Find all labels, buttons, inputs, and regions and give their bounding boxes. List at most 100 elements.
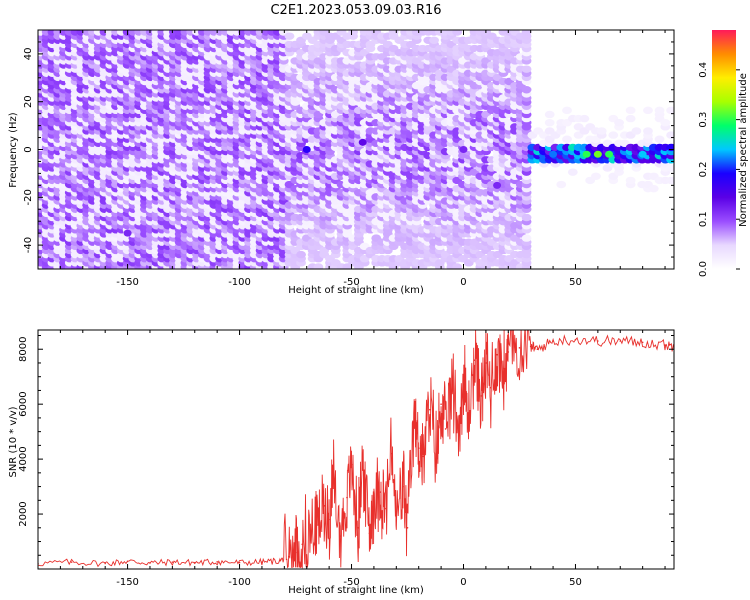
heatmap-cell [596,127,607,135]
snr-point [149,562,151,564]
snr-frame [37,329,675,570]
heatmap-cell [591,172,601,180]
heatmap-point [593,150,602,158]
y-tick-label: 40 [23,48,34,61]
snr-point [350,463,353,466]
heatmap-cell [654,135,665,143]
snr-point [664,344,666,346]
heatmap-cell [625,114,636,123]
spectrogram-x-axis-label: Height of straight line (km) [288,285,424,296]
heatmap-cell [296,250,306,259]
heatmap-cell [608,131,619,139]
snr-point [373,496,375,499]
snr-point [288,555,290,558]
snr-point [536,348,539,351]
heatmap-cell [614,119,624,127]
heatmap-point [358,138,367,146]
snr-point [489,386,492,389]
snr-line [38,330,674,569]
snr-point [402,485,404,488]
heatmap-cell [284,32,295,40]
snr-point [552,340,554,342]
snr-point [496,353,498,356]
y-tick-label: 0 [23,146,34,152]
snr-point [104,562,106,565]
snr-point [379,491,382,493]
colorbar-label: Normalized spectral amplitude [738,73,749,227]
snr-point [406,526,409,529]
snr-point [480,395,483,397]
colorbar-tick-label: 0.4 [698,62,709,78]
x-tick-label: -100 [228,277,251,288]
snr-point [339,535,342,537]
snr-point [473,359,476,362]
x-tick-label: -150 [116,577,139,588]
snr-point [346,496,348,499]
heatmap-point [459,146,468,153]
heatmap-point [582,150,591,158]
snr-point [507,351,510,353]
heatmap-cell [625,106,636,115]
heatmap-point [605,150,614,158]
x-tick-label: 0 [460,577,466,588]
heatmap-cell [521,213,532,222]
heatmap-cell [544,110,555,119]
snr-point [429,408,431,411]
x-tick-label: -150 [116,277,139,288]
snr-point [70,561,73,563]
colorbar-tick-label: 0.3 [698,112,709,128]
heatmap-cell [313,263,324,269]
snr-point [444,428,447,430]
heatmap-cell [648,184,659,193]
snr-point [467,417,469,419]
heatmap-cell [567,168,578,176]
heatmap-cell [521,234,532,242]
heatmap-cell [660,119,671,127]
figure-title: C2E1.2023.053.09.03.R16 [270,3,441,18]
colorbar-tick-label: 0.1 [698,211,709,227]
heatmap-point [638,150,647,158]
heatmap-cell [452,30,463,36]
heatmap-cell [429,36,439,45]
heatmap-cell [521,65,532,73]
heatmap-cell [348,30,359,36]
snr-point [279,559,281,562]
x-tick-label: 50 [569,277,582,288]
snr-point [485,362,487,364]
snr-point [422,455,424,458]
snr-point [332,480,335,482]
snr-point [574,338,577,341]
heatmap-cell [654,106,665,115]
snr-point [261,561,263,563]
heatmap-cell [666,164,674,172]
heatmap-cell [579,114,590,123]
heatmap-cell [562,135,572,143]
snr-point [641,341,644,344]
snr-point [462,375,465,378]
snr-point [357,526,360,529]
snr-series [38,330,674,569]
snr-point [395,518,398,521]
colorbar: 0.00.10.20.30.4 Normalized spectral ampl… [698,30,749,277]
colorbar-gradient [712,30,736,269]
heatmap-point [493,181,502,189]
heatmap-cell [666,176,674,185]
snr-point [435,452,438,455]
heatmap-cell [625,176,636,185]
heatmap-cell [666,106,674,115]
snr-point [310,532,313,535]
snr-point [451,384,454,386]
heatmap-cell [521,86,532,94]
snr-point [238,561,241,564]
y-tick-label: 20 [23,95,34,108]
snr-point [413,417,416,419]
snr-point [503,367,505,370]
snr-point [619,340,622,342]
heatmap-cell [643,106,653,115]
colorbar-tick-label: 0.0 [698,261,709,277]
heatmap-cell [556,180,567,189]
snr-point [361,461,364,463]
snr-point [597,340,599,342]
